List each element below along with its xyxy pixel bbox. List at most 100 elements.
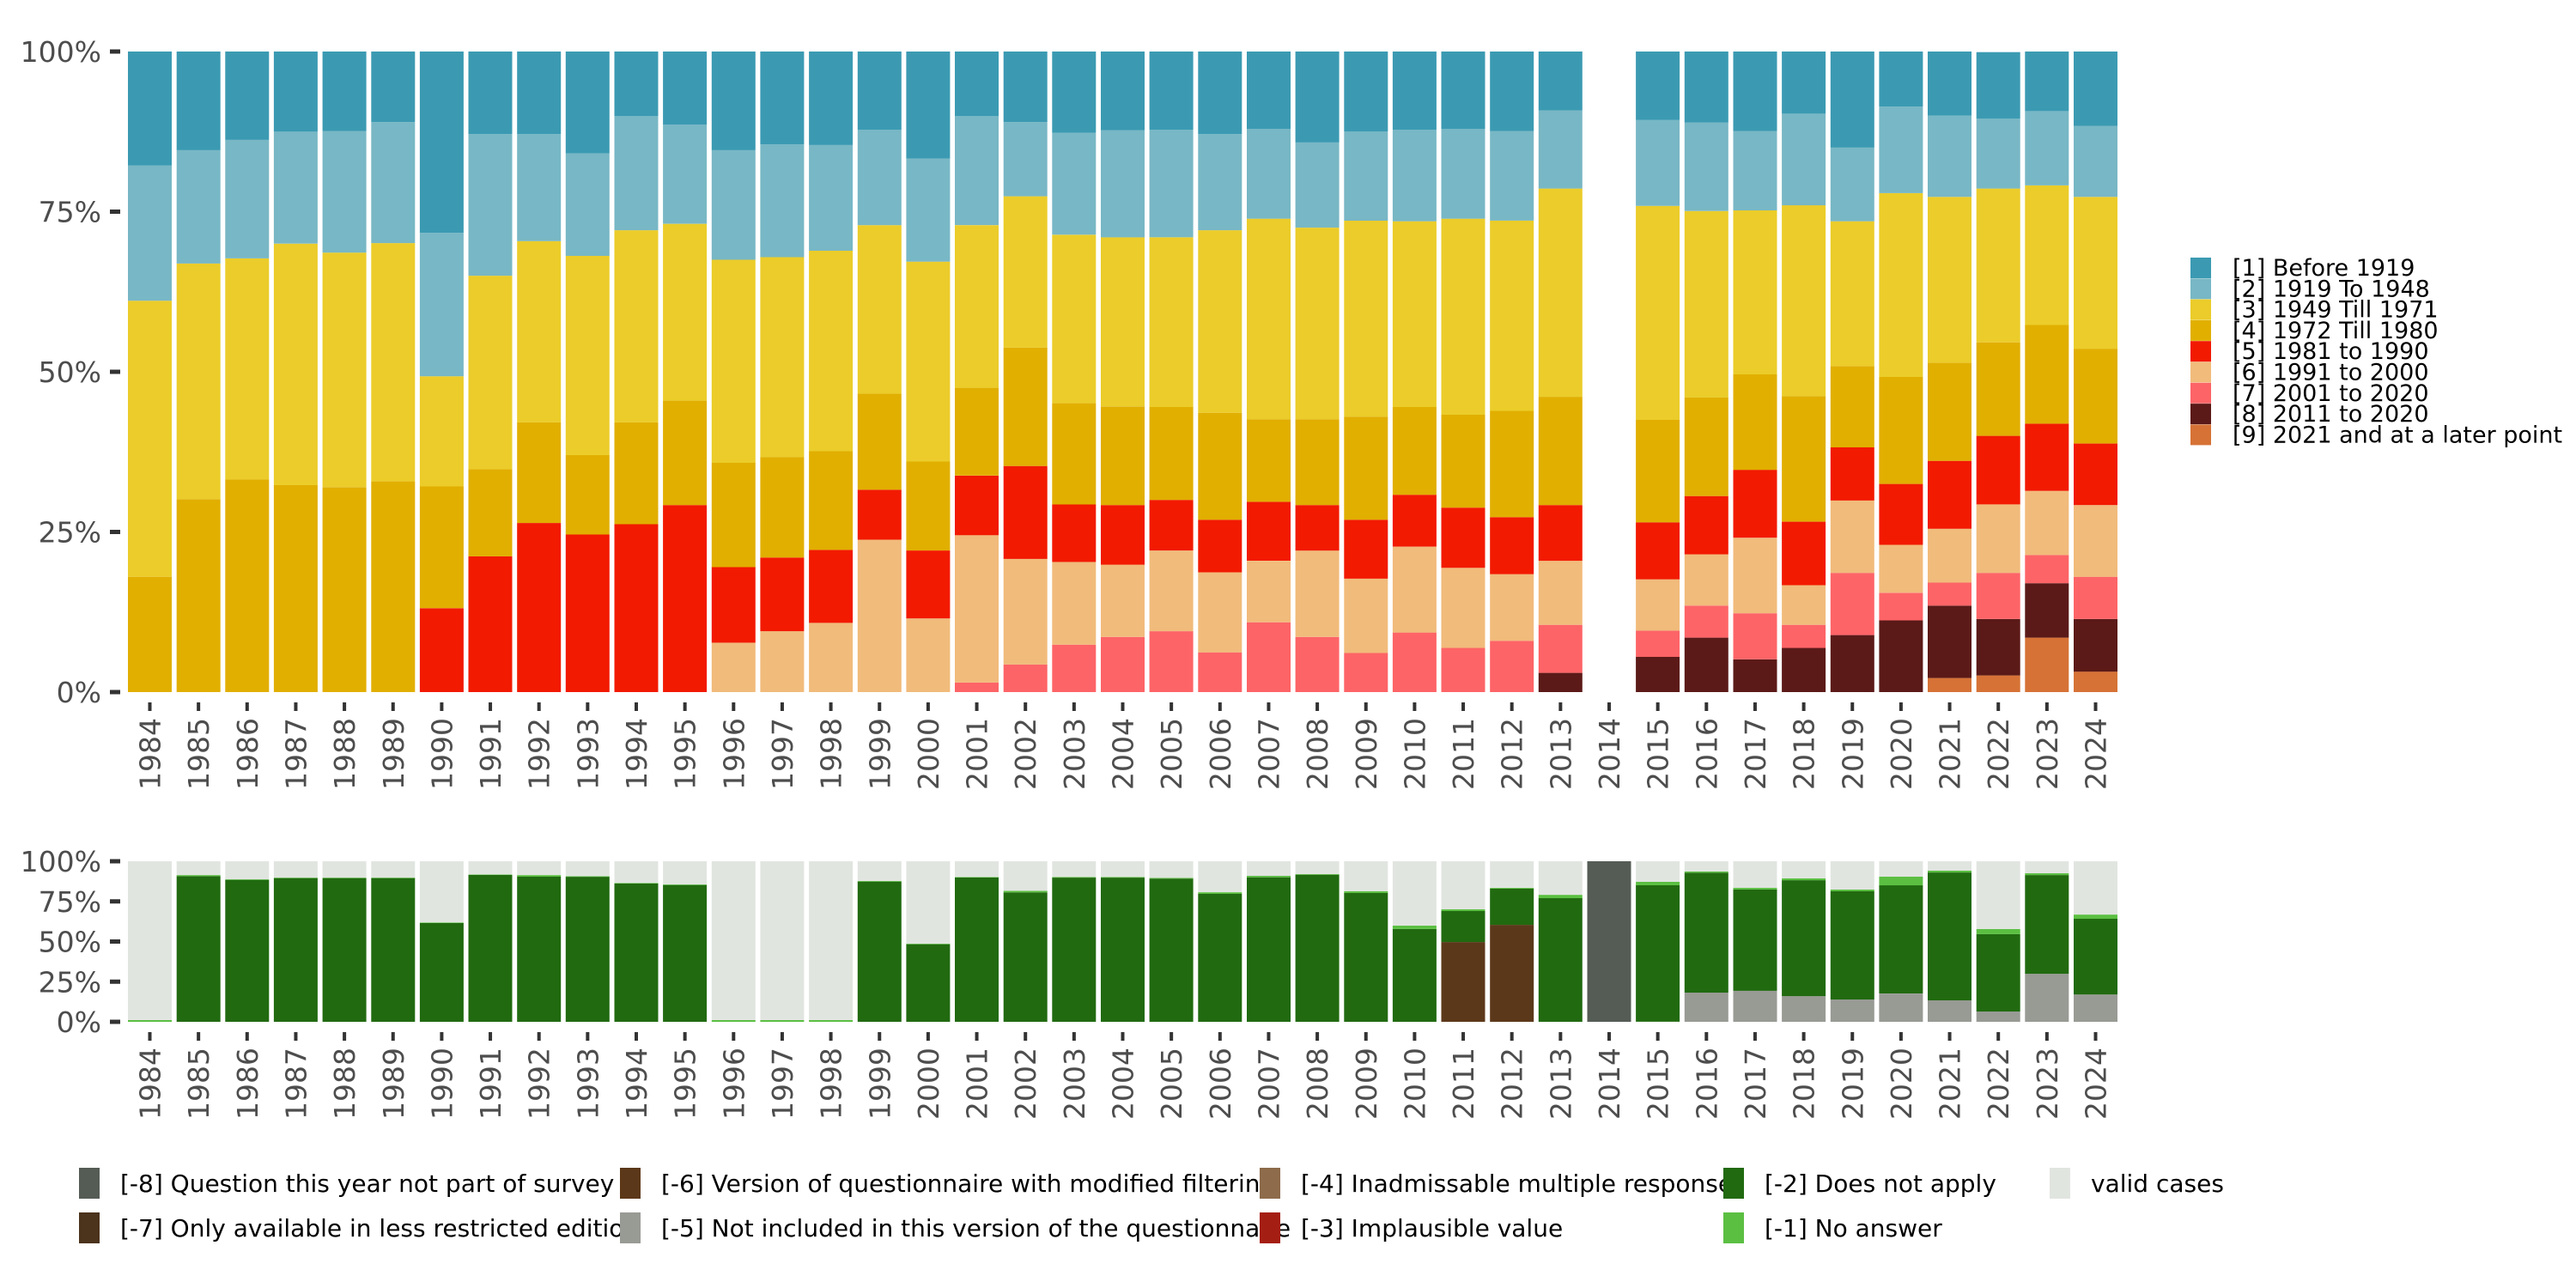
bar-segment-2016-3 xyxy=(1684,397,1728,496)
x-tick-label: 2005 xyxy=(1155,718,1188,790)
bar-segment-2013-1 xyxy=(1538,110,1583,189)
legend-swatch xyxy=(2190,299,2211,320)
legend-swatch xyxy=(2190,382,2211,404)
bar-segment-2004-6 xyxy=(1101,636,1145,692)
bar-segment-2020-0 xyxy=(1879,861,1923,877)
bar-segment-1990-2 xyxy=(419,376,464,487)
bar-segment-2008-0 xyxy=(1295,861,1340,874)
bar-segment-2018-2 xyxy=(1782,880,1826,997)
legend-label: [9] 2021 and at a later point xyxy=(2233,422,2562,448)
bar-segment-1991-2 xyxy=(468,276,513,470)
bar-segment-2017-2 xyxy=(1733,889,1777,991)
x-tick-label: 2013 xyxy=(1544,1048,1577,1120)
top-x-axis: 1984 1985 1986 1987 1988 1989 1990 1991 1992 1993… xyxy=(134,702,2113,790)
bar-segment-2004-0 xyxy=(1101,52,1145,131)
bar-segment-2004-1 xyxy=(1101,877,1145,878)
bar-segment-1994-1 xyxy=(614,883,659,884)
bar-segment-1987-0 xyxy=(273,52,318,132)
bar-segment-1984-0 xyxy=(128,861,172,1020)
bar-segment-2013-6 xyxy=(1538,624,1583,673)
bar-segment-2021-6 xyxy=(1928,582,1971,606)
y-tick-label: 50% xyxy=(39,355,101,389)
bar-segment-2006-0 xyxy=(1198,52,1242,135)
bar-segment-2002-2 xyxy=(1003,892,1048,1022)
bar-segment-1995-1 xyxy=(663,884,708,885)
bar-segment-2007-3 xyxy=(1247,419,1291,502)
bar-segment-2024-5 xyxy=(2074,505,2117,577)
bar-segment-1991-1 xyxy=(468,134,513,276)
bar-segment-1995-4 xyxy=(663,505,708,692)
bar-segment-1985-2 xyxy=(176,263,221,500)
bar-segment-1992-2 xyxy=(517,240,562,422)
bar-segment-2017-7 xyxy=(1733,659,1777,692)
bar-segment-2000-0 xyxy=(906,52,951,159)
x-tick-label: 2014 xyxy=(1593,1048,1626,1120)
bar-segment-2017-1 xyxy=(1733,131,1777,210)
x-tick-label: 2004 xyxy=(1107,1048,1140,1120)
bar-segment-2011-0 xyxy=(1441,52,1485,130)
bar-segment-2010-5 xyxy=(1392,546,1437,633)
legend-label: [4] 1972 Till 1980 xyxy=(2233,318,2439,344)
bar-segment-2011-6 xyxy=(1441,647,1485,692)
bar-segment-2013-3 xyxy=(1538,397,1583,506)
bar-segment-2016-6 xyxy=(1684,605,1728,638)
bar-segment-2023-8 xyxy=(2025,637,2069,692)
x-tick-label: 1986 xyxy=(231,1048,264,1120)
bar-segment-2016-2 xyxy=(1684,210,1728,398)
x-tick-label: 1985 xyxy=(182,718,216,790)
x-tick-label: 2002 xyxy=(1009,1048,1042,1120)
x-tick-label: 1991 xyxy=(474,1048,507,1120)
bar-segment-1994-2 xyxy=(614,884,659,1022)
bar-segment-1990-0 xyxy=(419,52,464,234)
x-tick-label: 1988 xyxy=(328,718,361,790)
x-tick-label: 1994 xyxy=(620,718,653,790)
bar-segment-1997-1 xyxy=(760,1019,805,1022)
bar-segment-1985-2 xyxy=(176,876,221,1022)
bar-segment-2000-4 xyxy=(906,550,951,619)
x-tick-label: 2021 xyxy=(1934,1048,1967,1120)
bar-segment-2004-0 xyxy=(1101,861,1145,878)
bar-segment-2016-1 xyxy=(1684,122,1728,211)
bar-segment-2020-2 xyxy=(1879,885,1923,993)
bar-segment-2005-2 xyxy=(1149,237,1194,407)
x-tick-label: 1995 xyxy=(669,718,702,790)
x-tick-label: 2024 xyxy=(2080,718,2113,790)
legend-label: [-2] Does not apply xyxy=(1765,1170,1996,1198)
bar-segment-1997-3 xyxy=(760,457,805,558)
bar-segment-2009-0 xyxy=(1344,52,1388,132)
bar-segment-1993-4 xyxy=(565,534,610,692)
bar-segment-2021-0 xyxy=(1928,861,1971,871)
bar-segment-2018-3 xyxy=(1782,396,1826,522)
bar-segment-2016-2 xyxy=(1684,872,1728,993)
bar-segment-2018-6 xyxy=(1782,624,1826,648)
bar-segment-2007-6 xyxy=(1247,622,1291,692)
bar-segment-2009-3 xyxy=(1344,416,1388,520)
x-tick-label: 2006 xyxy=(1204,1048,1237,1120)
y-tick-label: 75% xyxy=(39,196,101,229)
x-tick-label: 2009 xyxy=(1350,1048,1383,1120)
x-tick-label: 1989 xyxy=(377,718,410,790)
bar-segment-1986-0 xyxy=(225,52,270,140)
x-tick-label: 2010 xyxy=(1398,718,1431,790)
bar-segment-2021-7 xyxy=(1928,605,1971,678)
bar-segment-1992-2 xyxy=(517,877,562,1022)
x-tick-label: 2005 xyxy=(1155,1048,1188,1120)
bar-segment-2019-4 xyxy=(1830,447,1874,501)
bar-segment-1999-4 xyxy=(857,489,902,540)
bar-segment-2024-4 xyxy=(2074,443,2117,506)
bar-segment-2001-0 xyxy=(955,861,999,878)
x-tick-label: 1987 xyxy=(279,718,313,790)
bar-segment-2022-2 xyxy=(1976,188,2020,343)
bar-segment-2011-0 xyxy=(1441,861,1485,909)
bar-segment-2001-1 xyxy=(955,877,999,878)
top-y-axis: 0% 25% 50% 75% 100% xyxy=(21,35,120,709)
bar-segment-2007-2 xyxy=(1247,877,1291,1022)
legend-swatch xyxy=(2190,404,2211,425)
bar-segment-2017-6 xyxy=(1733,613,1777,659)
bar-segment-2005-5 xyxy=(1149,550,1194,632)
bar-segment-2020-1 xyxy=(1879,877,1923,886)
bar-segment-2016-0 xyxy=(1684,861,1728,872)
bar-segment-2011-6 xyxy=(1441,942,1485,1022)
bar-segment-2024-1 xyxy=(2074,914,2117,919)
bar-segment-2023-2 xyxy=(2025,185,2069,325)
